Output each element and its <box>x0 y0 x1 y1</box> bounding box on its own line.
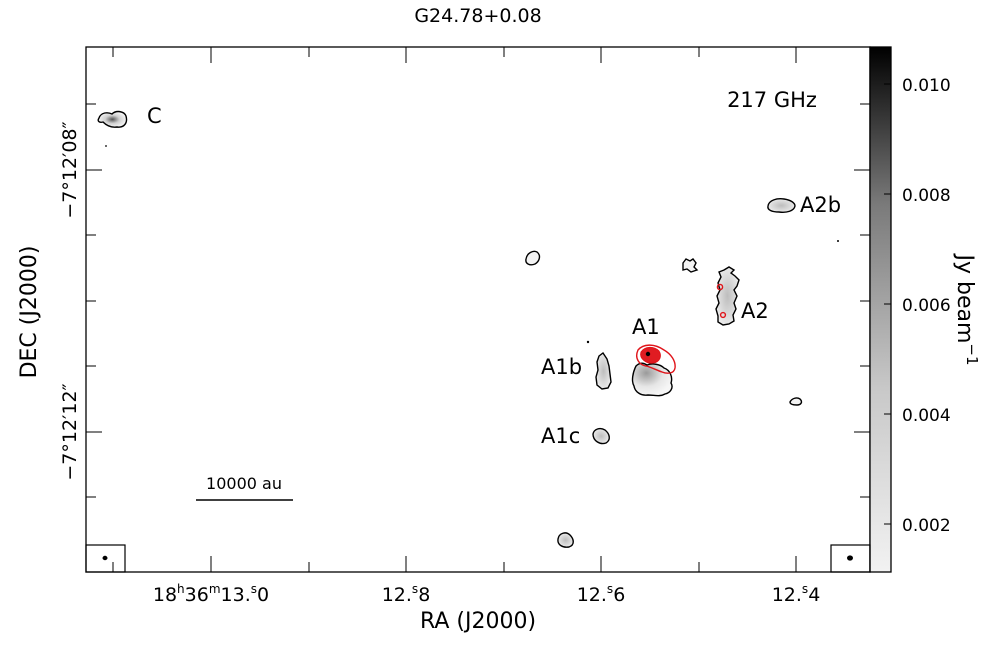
frequency-label: 217 GHz <box>727 88 817 112</box>
source-a1-contour <box>586 340 676 397</box>
x-axis-label: RA (J2000) <box>420 609 536 634</box>
label-c: C <box>147 104 162 128</box>
source-a2-contour <box>682 258 740 326</box>
colorbar-label: Jy beam−1 <box>952 252 981 365</box>
colorbar-tick-1: 0.008 <box>902 186 951 206</box>
x-tick-label-3: 12.s4 <box>772 582 821 606</box>
noise-speck <box>837 240 839 242</box>
x-tick-label-1: 12.s8 <box>382 582 431 606</box>
colorbar-ticks <box>884 83 891 525</box>
source-a1c-contour <box>592 427 610 445</box>
colorbar-tick-2: 0.006 <box>902 296 951 316</box>
y-tick-label-0: −7°12′08″ <box>59 121 81 218</box>
label-a1: A1 <box>632 315 660 339</box>
x-tick-label-2: 12.s6 <box>577 582 626 606</box>
x-tick-label-0: 18h36m13.s0 <box>153 582 269 606</box>
y-axis-ticks <box>86 103 870 498</box>
source-small-contour <box>525 250 541 266</box>
figure-title: G24.78+0.08 <box>414 5 541 27</box>
label-a2b: A2b <box>800 193 841 217</box>
source-bottom-contour <box>557 532 574 548</box>
colorbar-tick-4: 0.002 <box>902 516 951 536</box>
source-a2b-contour <box>767 198 796 213</box>
label-a1b: A1b <box>541 355 582 379</box>
y-tick-label-1: −7°12′12″ <box>59 383 81 480</box>
source-small-contour-2 <box>789 397 803 406</box>
source-a1b-contour <box>595 351 612 390</box>
colorbar-tick-0: 0.010 <box>902 76 951 96</box>
beam-box-right <box>830 544 871 573</box>
x-axis-ticks <box>112 47 797 572</box>
colorbar <box>869 46 892 573</box>
source-c-contour <box>97 110 128 147</box>
beam-box-left <box>85 544 126 573</box>
y-axis-label: DEC (J2000) <box>17 246 42 379</box>
scale-bar-label: 10000 au <box>206 474 282 493</box>
label-a1c: A1c <box>541 424 580 448</box>
label-a2: A2 <box>741 299 769 323</box>
colorbar-tick-3: 0.004 <box>902 406 951 426</box>
